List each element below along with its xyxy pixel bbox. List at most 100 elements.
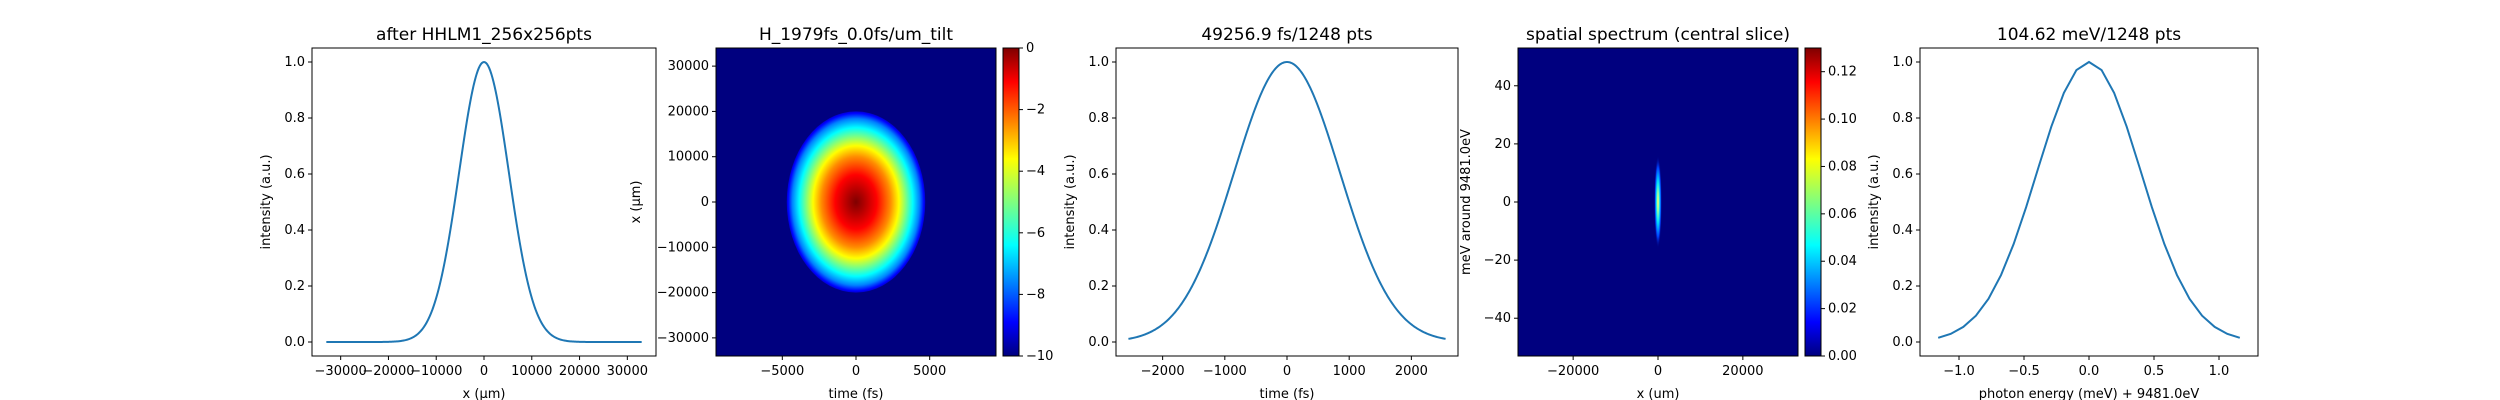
panel-4-spatial-spectrum: spatial spectrum (central slice) x (um) …: [1459, 25, 1857, 400]
y-tick-label: 0.2: [1088, 279, 1109, 294]
x-tick-label: −2000: [1141, 364, 1185, 379]
x-tick-label: 20000: [1722, 364, 1763, 379]
colorbar-tick-label: 0.10: [1828, 112, 1857, 127]
colorbar-tick-label: −2: [1026, 103, 1045, 118]
x-tick-label: 5000: [913, 364, 946, 379]
panel-1-xlabel: x (μm): [463, 387, 506, 400]
y-tick-label: 0.8: [1088, 111, 1109, 126]
y-tick-label: 30000: [668, 59, 709, 74]
panel-4-ylabel: meV around 9481.0eV: [1459, 129, 1474, 275]
panel-2-colorbar-frame: [1002, 47, 1020, 357]
y-tick-label: 0: [701, 195, 709, 210]
y-tick-label: 0.4: [1892, 223, 1913, 238]
x-tick-label: −30000: [315, 364, 367, 379]
y-tick-label: 0.0: [284, 335, 305, 350]
y-tick-label: −20: [1484, 253, 1511, 268]
panel-5-intensity-vs-energy: 104.62 meV/1248 pts photon energy (meV) …: [1867, 25, 2259, 400]
y-tick-label: 1.0: [1088, 55, 1109, 70]
y-tick-label: 0: [1503, 195, 1511, 210]
panel-4-plot-area: [1518, 48, 1798, 356]
panel-1-ylabel: intensity (a.u.): [259, 154, 274, 249]
panel-4-xlabel: x (um): [1637, 387, 1680, 400]
panel-2-title: H_1979fs_0.0fs/um_tilt: [759, 25, 953, 45]
panel-1-axes-frame: [311, 47, 657, 357]
x-tick-label: −0.5: [2008, 364, 2040, 379]
colorbar-tick-label: 0.02: [1828, 302, 1857, 317]
panel-4-colorbar: [1805, 48, 1821, 356]
y-tick-label: 0.2: [284, 279, 305, 294]
panel-2-colorbar: [1003, 48, 1019, 356]
colorbar-tick-label: −8: [1026, 287, 1045, 302]
x-tick-label: 0: [480, 364, 488, 379]
y-tick-label: 0.4: [1088, 223, 1109, 238]
y-tick-label: −40: [1484, 311, 1511, 326]
panel-4-title: spatial spectrum (central slice): [1526, 25, 1790, 45]
y-tick-label: 0.0: [1088, 335, 1109, 350]
y-tick-label: 40: [1494, 79, 1511, 94]
panel-5-title: 104.62 meV/1248 pts: [1997, 25, 2181, 45]
colorbar-tick-label: 0.00: [1828, 349, 1857, 364]
panel-3-plot-area: [1128, 60, 1446, 340]
x-tick-label: 0.5: [2144, 364, 2165, 379]
x-tick-label: −20000: [362, 364, 414, 379]
y-tick-label: 0.6: [1892, 167, 1913, 182]
panel-5-ylabel: intensity (a.u.): [1867, 154, 1882, 249]
x-tick-label: 1000: [1333, 364, 1366, 379]
y-tick-label: 20: [1494, 137, 1511, 152]
x-tick-label: 0.0: [2079, 364, 2100, 379]
panel-2-heatmap-time-x: H_1979fs_0.0fs/um_tilt time (fs) x (μm) …: [629, 25, 1053, 400]
panel-3-title: 49256.9 fs/1248 pts: [1201, 25, 1372, 45]
y-tick-label: 1.0: [1892, 55, 1913, 70]
x-tick-label: 30000: [607, 364, 648, 379]
panel-1-intensity-vs-x: after HHLM1_256x256pts x (μm) intensity …: [259, 25, 657, 400]
panel-1-title: after HHLM1_256x256pts: [376, 25, 592, 45]
colorbar-tick-label: 0.06: [1828, 207, 1857, 222]
y-tick-label: 1.0: [284, 55, 305, 70]
colorbar-tick-label: −10: [1026, 349, 1053, 364]
x-tick-label: 1.0: [2209, 364, 2230, 379]
x-tick-label: 0: [1283, 364, 1291, 379]
y-tick-label: 10000: [668, 150, 709, 165]
y-tick-label: 20000: [668, 104, 709, 119]
panel-1-plot-area: [326, 60, 642, 343]
y-tick-label: −20000: [657, 286, 709, 301]
y-tick-label: −30000: [657, 331, 709, 346]
y-tick-label: 0.2: [1892, 279, 1913, 294]
x-tick-label: 10000: [511, 364, 552, 379]
x-tick-label: −1000: [1203, 364, 1247, 379]
x-tick-label: −20000: [1547, 364, 1599, 379]
heatmap-spectrum-streak: [1654, 155, 1662, 249]
series-line: [1937, 60, 2241, 339]
y-tick-label: 0.8: [1892, 111, 1913, 126]
panel-2-ylabel: x (μm): [629, 181, 644, 224]
heatmap-pulse-blob: [786, 111, 926, 293]
x-tick-label: −5000: [760, 364, 804, 379]
y-tick-label: 0.6: [284, 167, 305, 182]
panel-5-plot-area: [1937, 60, 2241, 339]
colorbar-tick-label: 0.08: [1828, 159, 1857, 174]
x-tick-label: 0: [852, 364, 860, 379]
colorbar-tick-label: 0: [1026, 41, 1034, 56]
x-tick-label: −10000: [410, 364, 462, 379]
panel-5-xlabel: photon energy (meV) + 9481.0eV: [1979, 387, 2200, 400]
y-tick-label: 0.8: [284, 111, 305, 126]
colorbar-tick-label: 0.12: [1828, 65, 1857, 80]
panel-2-colorbar-ticks: 0 −2 −4 −6 −8 −10: [1019, 41, 1053, 364]
colorbar-tick-label: −6: [1026, 226, 1045, 241]
panel-3-ylabel: intensity (a.u.): [1063, 154, 1078, 249]
panel-3-axes-frame: [1115, 47, 1459, 357]
x-tick-label: 20000: [559, 364, 600, 379]
x-tick-label: −1.0: [1943, 364, 1975, 379]
panel-4-colorbar-frame: [1804, 47, 1822, 357]
x-tick-label: 0: [1654, 364, 1662, 379]
series-line: [1128, 60, 1446, 340]
panel-2-xlabel: time (fs): [829, 387, 884, 400]
y-tick-label: 0.0: [1892, 335, 1913, 350]
panel-5-axes-frame: [1919, 47, 2259, 357]
panel-3-xlabel: time (fs): [1260, 387, 1315, 400]
colorbar-tick-label: 0.04: [1828, 254, 1857, 269]
panel-4-colorbar-ticks: 0.00 0.02 0.04 0.06 0.08 0.10 0.12: [1821, 65, 1857, 364]
y-tick-label: 0.6: [1088, 167, 1109, 182]
x-tick-label: 2000: [1395, 364, 1428, 379]
